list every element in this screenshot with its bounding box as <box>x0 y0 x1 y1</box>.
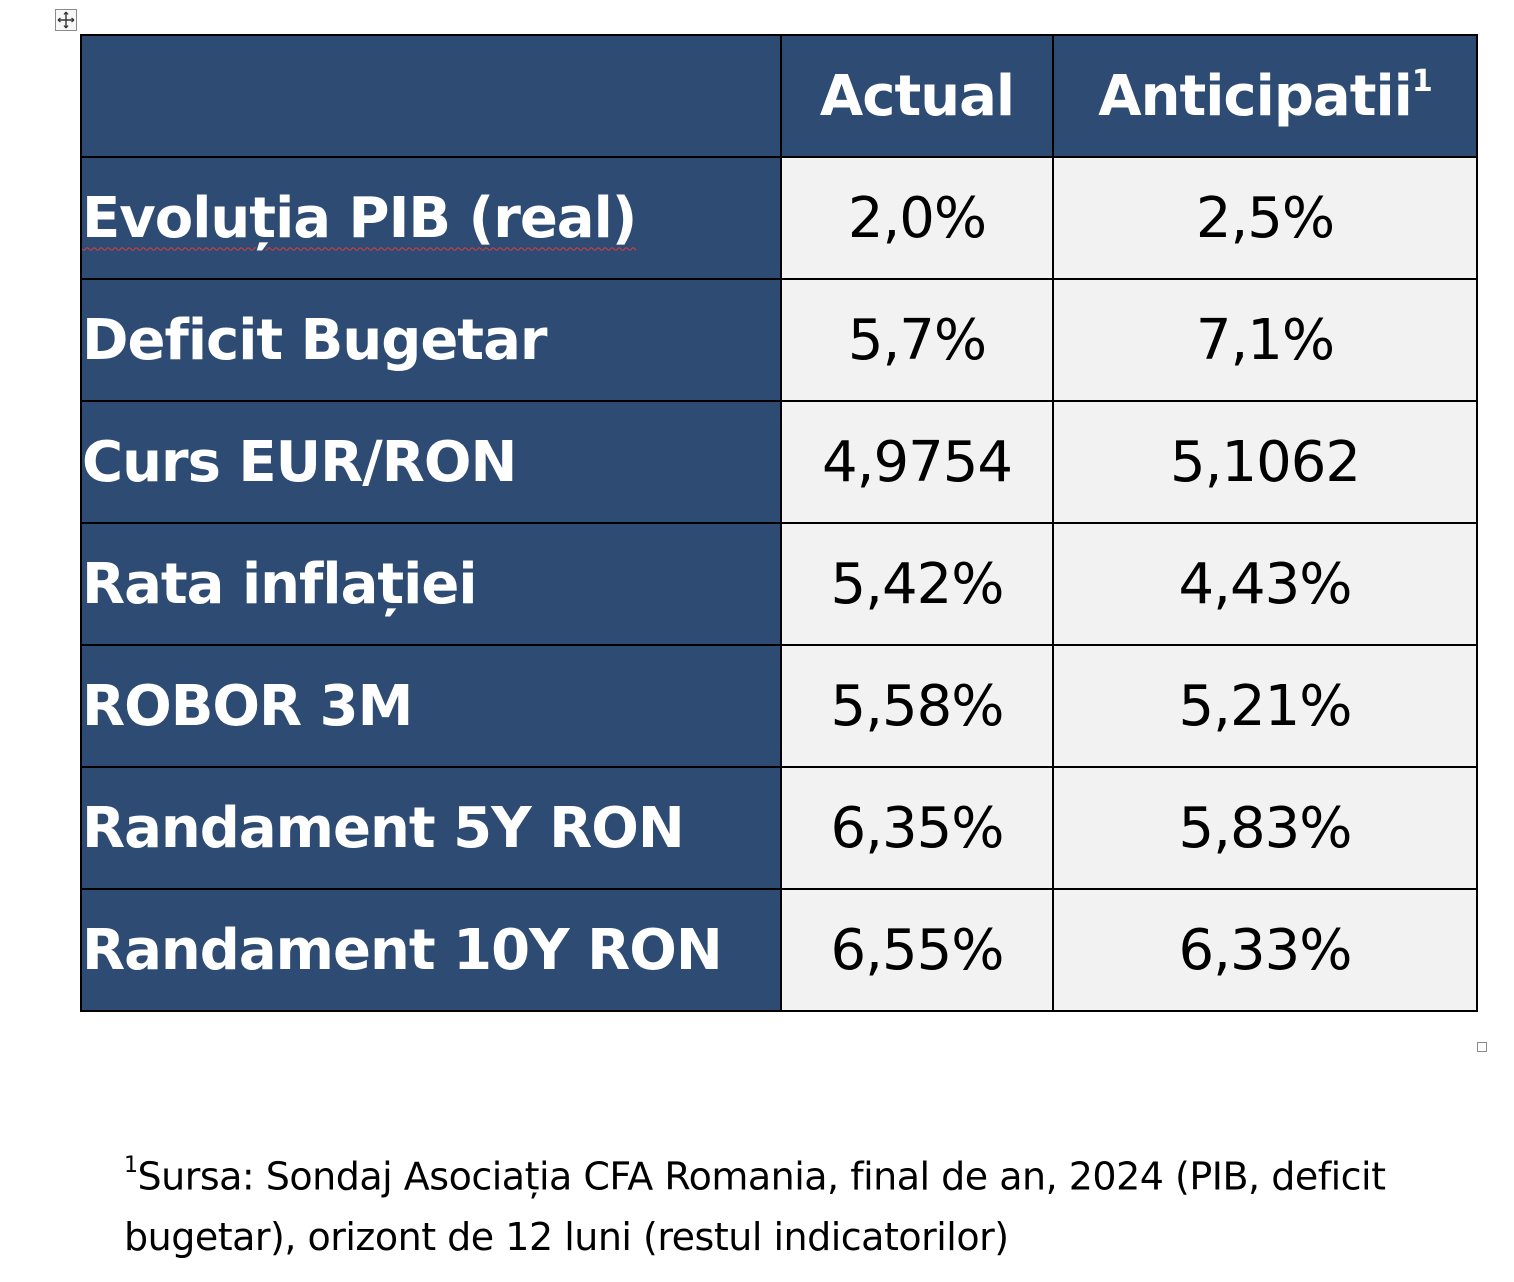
actual-value-randament-10y: 6,55% <box>780 888 1054 1012</box>
actual-value-deficit: 5,7% <box>780 278 1054 402</box>
table-row: Randament 10Y RON 6,55% 6,33% <box>80 888 1478 1012</box>
actual-value-curs: 4,9754 <box>780 400 1054 524</box>
row-label-inflatie: Rata inflației <box>80 522 782 646</box>
anticipatii-value-deficit: 7,1% <box>1052 278 1478 402</box>
row-label-deficit: Deficit Bugetar <box>80 278 782 402</box>
footnote-text: Sursa: Sondaj Asociația CFA Romania, fin… <box>124 1154 1386 1259</box>
table-row: Curs EUR/RON 4,9754 5,1062 <box>80 400 1478 524</box>
actual-value-inflatie: 5,42% <box>780 522 1054 646</box>
anticipatii-value-randament-10y: 6,33% <box>1052 888 1478 1012</box>
header-anticipatii: Anticipatii1 <box>1052 34 1478 158</box>
table-row: Deficit Bugetar 5,7% 7,1% <box>80 278 1478 402</box>
table-resize-handle[interactable] <box>1477 1042 1487 1052</box>
table-row: Rata inflației 5,42% 4,43% <box>80 522 1478 646</box>
row-label-randament-10y: Randament 10Y RON <box>80 888 782 1012</box>
row-label-randament-5y: Randament 5Y RON <box>80 766 782 890</box>
header-actual: Actual <box>780 34 1054 158</box>
row-label-pib: Evoluția PIB (real) <box>80 156 782 280</box>
table-row: Evoluția PIB (real) 2,0% 2,5% <box>80 156 1478 280</box>
anticipatii-value-inflatie: 4,43% <box>1052 522 1478 646</box>
anticipatii-value-curs: 5,1062 <box>1052 400 1478 524</box>
row-label-curs: Curs EUR/RON <box>80 400 782 524</box>
table-row: ROBOR 3M 5,58% 5,21% <box>80 644 1478 768</box>
actual-value-randament-5y: 6,35% <box>780 766 1054 890</box>
footnote-reference-mark: 1 <box>1411 63 1433 99</box>
economic-indicators-table: Actual Anticipatii1 Evoluția PIB (real) … <box>80 34 1478 1012</box>
anticipatii-value-robor: 5,21% <box>1052 644 1478 768</box>
anticipatii-value-pib: 2,5% <box>1052 156 1478 280</box>
anticipatii-value-randament-5y: 5,83% <box>1052 766 1478 890</box>
footnote-mark: 1 <box>124 1153 138 1178</box>
actual-value-robor: 5,58% <box>780 644 1054 768</box>
actual-value-pib: 2,0% <box>780 156 1054 280</box>
table-move-handle-icon[interactable] <box>55 9 77 31</box>
row-label-robor: ROBOR 3M <box>80 644 782 768</box>
header-empty-cell <box>80 34 782 158</box>
table-row: Randament 5Y RON 6,35% 5,83% <box>80 766 1478 890</box>
source-footnote: 1Sursa: Sondaj Asociația CFA Romania, fi… <box>124 1140 1454 1267</box>
table-header-row: Actual Anticipatii1 <box>80 34 1478 158</box>
